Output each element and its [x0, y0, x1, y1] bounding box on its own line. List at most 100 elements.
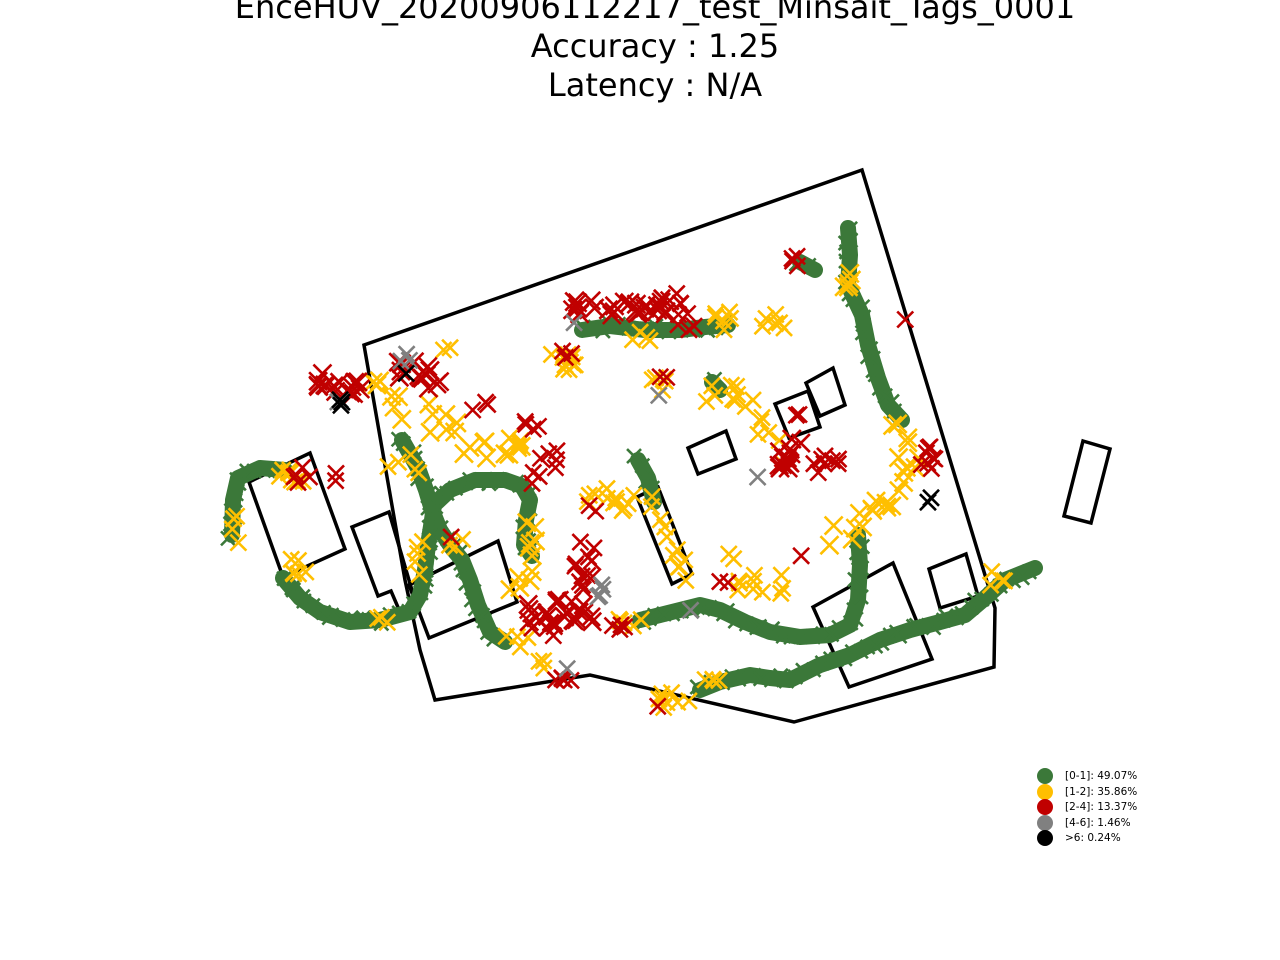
marker-green	[908, 617, 925, 634]
marker-gray	[558, 659, 577, 678]
marker-yellow	[771, 584, 790, 603]
marker-red	[657, 368, 676, 387]
marker-yellow	[657, 528, 676, 546]
marker-red	[809, 463, 828, 482]
marker-yellow	[522, 545, 543, 566]
marker-red	[792, 546, 811, 565]
legend-marker-green	[1037, 768, 1053, 784]
marker-yellow	[703, 670, 722, 689]
marker-green	[730, 671, 747, 687]
marker-black	[332, 396, 350, 415]
marker-green	[304, 597, 321, 614]
marker-yellow	[982, 562, 1001, 581]
marker-red	[573, 567, 591, 585]
marker-yellow	[500, 579, 520, 600]
marker-green	[481, 475, 497, 492]
marker-green	[778, 672, 795, 689]
legend-item-gt-6: >6: 0.24%	[1034, 829, 1164, 846]
marker-green	[438, 485, 455, 502]
marker-red	[547, 450, 566, 469]
marker-yellow	[887, 413, 908, 434]
marker-red	[327, 464, 345, 483]
marker-green	[427, 498, 444, 515]
marker-red	[524, 420, 543, 439]
marker-green	[865, 362, 882, 379]
marker-yellow	[495, 443, 515, 464]
marker-red	[573, 595, 594, 615]
marker-yellow	[388, 386, 409, 407]
marker-red	[344, 372, 365, 393]
marker-yellow	[508, 567, 529, 588]
marker-yellow	[753, 408, 771, 427]
marker-yellow	[723, 390, 742, 409]
marker-yellow	[722, 376, 741, 395]
marker-red	[308, 375, 329, 396]
marker-green	[792, 628, 809, 645]
marker-yellow	[289, 564, 308, 583]
marker-yellow	[642, 497, 661, 516]
marker-yellow	[273, 461, 292, 480]
marker-yellow	[881, 496, 902, 516]
marker-red	[580, 496, 599, 515]
marker-yellow	[227, 507, 246, 526]
marker-yellow	[753, 317, 772, 336]
marker-yellow	[436, 419, 457, 440]
marker-yellow	[897, 427, 918, 448]
marker-green	[701, 599, 718, 616]
marker-red	[667, 284, 686, 303]
marker-yellow	[679, 692, 698, 710]
marker-gray	[565, 313, 584, 332]
marker-red	[567, 298, 588, 318]
marker-green	[220, 530, 236, 547]
marker-green	[764, 620, 781, 637]
marker-yellow	[446, 538, 465, 556]
marker-yellow	[866, 491, 886, 512]
marker-red	[545, 615, 564, 633]
marker-red	[770, 458, 790, 478]
marker-green	[865, 350, 881, 367]
marker-red	[347, 372, 368, 392]
marker-red	[783, 249, 801, 268]
marker-green	[257, 460, 274, 477]
marker-yellow	[745, 566, 764, 585]
marker-yellow	[282, 550, 301, 569]
marker-red	[531, 449, 550, 468]
marker-yellow	[435, 404, 456, 425]
marker-yellow	[454, 443, 474, 464]
marker-yellow	[841, 270, 862, 290]
title-line-latency: Latency : N/A	[547, 66, 763, 104]
marker-red	[442, 528, 461, 546]
marker-yellow	[697, 392, 716, 411]
marker-green	[1021, 563, 1038, 580]
marker-green	[831, 619, 848, 636]
marker-red	[569, 303, 590, 324]
marker-yellow	[511, 436, 532, 457]
marker-red	[615, 618, 634, 636]
marker-yellow	[664, 546, 683, 565]
marker-green	[395, 435, 412, 452]
marker-green	[447, 480, 464, 497]
marker-green	[719, 602, 736, 619]
marker-green	[846, 601, 862, 618]
marker-yellow	[511, 638, 530, 656]
marker-gray	[397, 345, 416, 364]
marker-green	[855, 309, 872, 326]
marker-green	[461, 471, 478, 488]
marker-yellow	[897, 432, 918, 453]
marker-red	[625, 301, 646, 322]
marker-green	[476, 612, 493, 629]
building-outline	[349, 509, 419, 615]
marker-yellow	[542, 345, 561, 364]
legend: [0-1]: 49.07% [1-2]: 35.86% [2-4]: 13.37…	[1034, 767, 1164, 846]
marker-green	[405, 595, 422, 612]
marker-yellow	[606, 489, 625, 508]
marker-green	[822, 651, 839, 667]
legend-item-2-4: [2-4]: 13.37%	[1034, 798, 1164, 815]
marker-yellow	[696, 670, 715, 689]
marker-red	[547, 592, 567, 613]
marker-red	[829, 450, 848, 468]
marker-yellow	[706, 304, 725, 323]
title-line-accuracy: Accuracy : 1.25	[530, 27, 780, 65]
marker-gray	[649, 386, 668, 405]
marker-green	[905, 618, 922, 635]
